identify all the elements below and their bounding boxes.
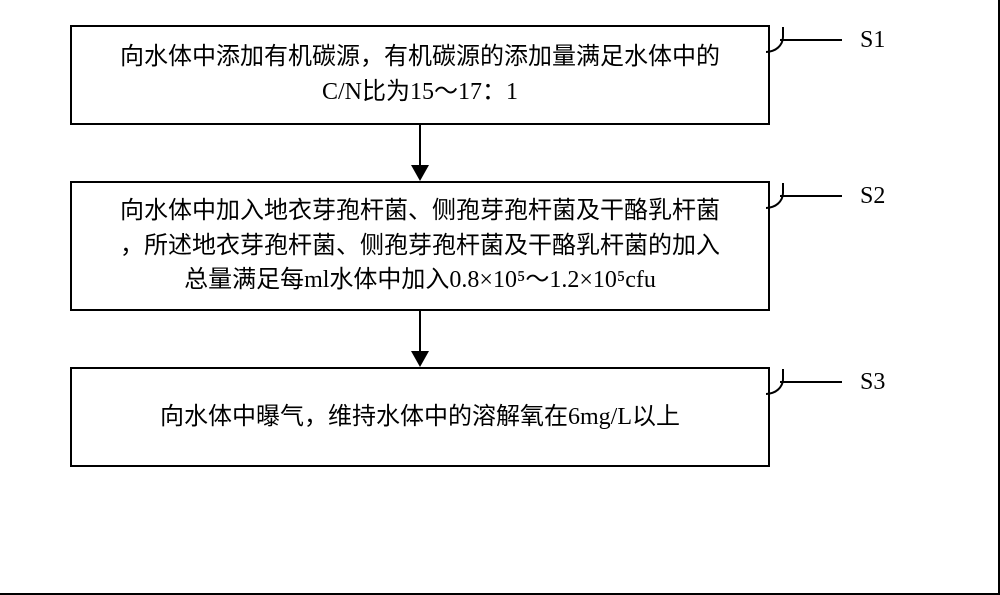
- s1-label-connector: [768, 39, 843, 41]
- step-s2-label: S2: [860, 183, 885, 210]
- step-s2-container: 向水体中加入地衣芽孢杆菌、侧孢芽孢杆菌及干酪乳杆菌 ，所述地衣芽孢杆菌、侧孢芽孢…: [70, 181, 830, 311]
- step-s1-box: 向水体中添加有机碳源，有机碳源的添加量满足水体中的 C/N比为15～17：1: [70, 25, 770, 125]
- arrow-shaft-icon: [419, 125, 421, 165]
- step-s1-text: 向水体中添加有机碳源，有机碳源的添加量满足水体中的 C/N比为15～17：1: [120, 40, 720, 110]
- step-s2-line3: 总量满足每ml水体中加入0.8×10⁵～1.2×10⁵cfu: [184, 267, 656, 293]
- step-s3-text: 向水体中曝气，维持水体中的溶解氧在6mg/L以上: [160, 400, 680, 435]
- s3-swoosh: [768, 381, 843, 383]
- step-s2-line1: 向水体中加入地衣芽孢杆菌、侧孢芽孢杆菌及干酪乳杆菌: [120, 198, 720, 224]
- step-s2-text: 向水体中加入地衣芽孢杆菌、侧孢芽孢杆菌及干酪乳杆菌 ，所述地衣芽孢杆菌、侧孢芽孢…: [120, 194, 720, 298]
- step-s2-line2: ，所述地衣芽孢杆菌、侧孢芽孢杆菌及干酪乳杆菌的加入: [120, 233, 720, 259]
- step-s1-line1: 向水体中添加有机碳源，有机碳源的添加量满足水体中的: [120, 44, 720, 70]
- step-s3-box: 向水体中曝气，维持水体中的溶解氧在6mg/L以上: [70, 367, 770, 467]
- arrow-head-icon: [411, 351, 429, 367]
- step-s3-line1: 向水体中曝气，维持水体中的溶解氧在6mg/L以上: [160, 404, 680, 430]
- step-s1-container: 向水体中添加有机碳源，有机碳源的添加量满足水体中的 C/N比为15～17：1 S…: [70, 25, 830, 125]
- step-s3-container: 向水体中曝气，维持水体中的溶解氧在6mg/L以上 S3: [70, 367, 830, 467]
- step-s1-line2: C/N比为15～17：1: [322, 79, 518, 105]
- flowchart-container: 向水体中添加有机碳源，有机碳源的添加量满足水体中的 C/N比为15～17：1 S…: [70, 25, 830, 467]
- s2-swoosh: [768, 195, 843, 197]
- step-s2-box: 向水体中加入地衣芽孢杆菌、侧孢芽孢杆菌及干酪乳杆菌 ，所述地衣芽孢杆菌、侧孢芽孢…: [70, 181, 770, 311]
- s2-label-connector: [768, 195, 843, 197]
- arrow-head-icon: [411, 165, 429, 181]
- arrow-shaft-icon: [419, 311, 421, 351]
- arrow-s2-s3: [411, 311, 429, 367]
- s3-label-connector: [768, 381, 843, 383]
- arrow-s1-s2: [411, 125, 429, 181]
- step-s3-label: S3: [860, 369, 885, 396]
- s1-swoosh: [768, 39, 843, 41]
- step-s1-label: S1: [860, 27, 885, 54]
